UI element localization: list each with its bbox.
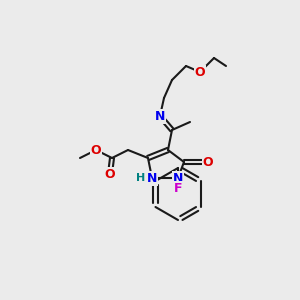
Text: O: O <box>91 143 101 157</box>
Text: F: F <box>174 182 182 194</box>
Text: O: O <box>105 167 115 181</box>
Text: N: N <box>173 172 183 184</box>
Text: N: N <box>147 172 157 184</box>
Text: H: H <box>136 173 146 183</box>
Text: O: O <box>203 155 213 169</box>
Text: O: O <box>195 65 205 79</box>
Text: N: N <box>155 110 165 122</box>
